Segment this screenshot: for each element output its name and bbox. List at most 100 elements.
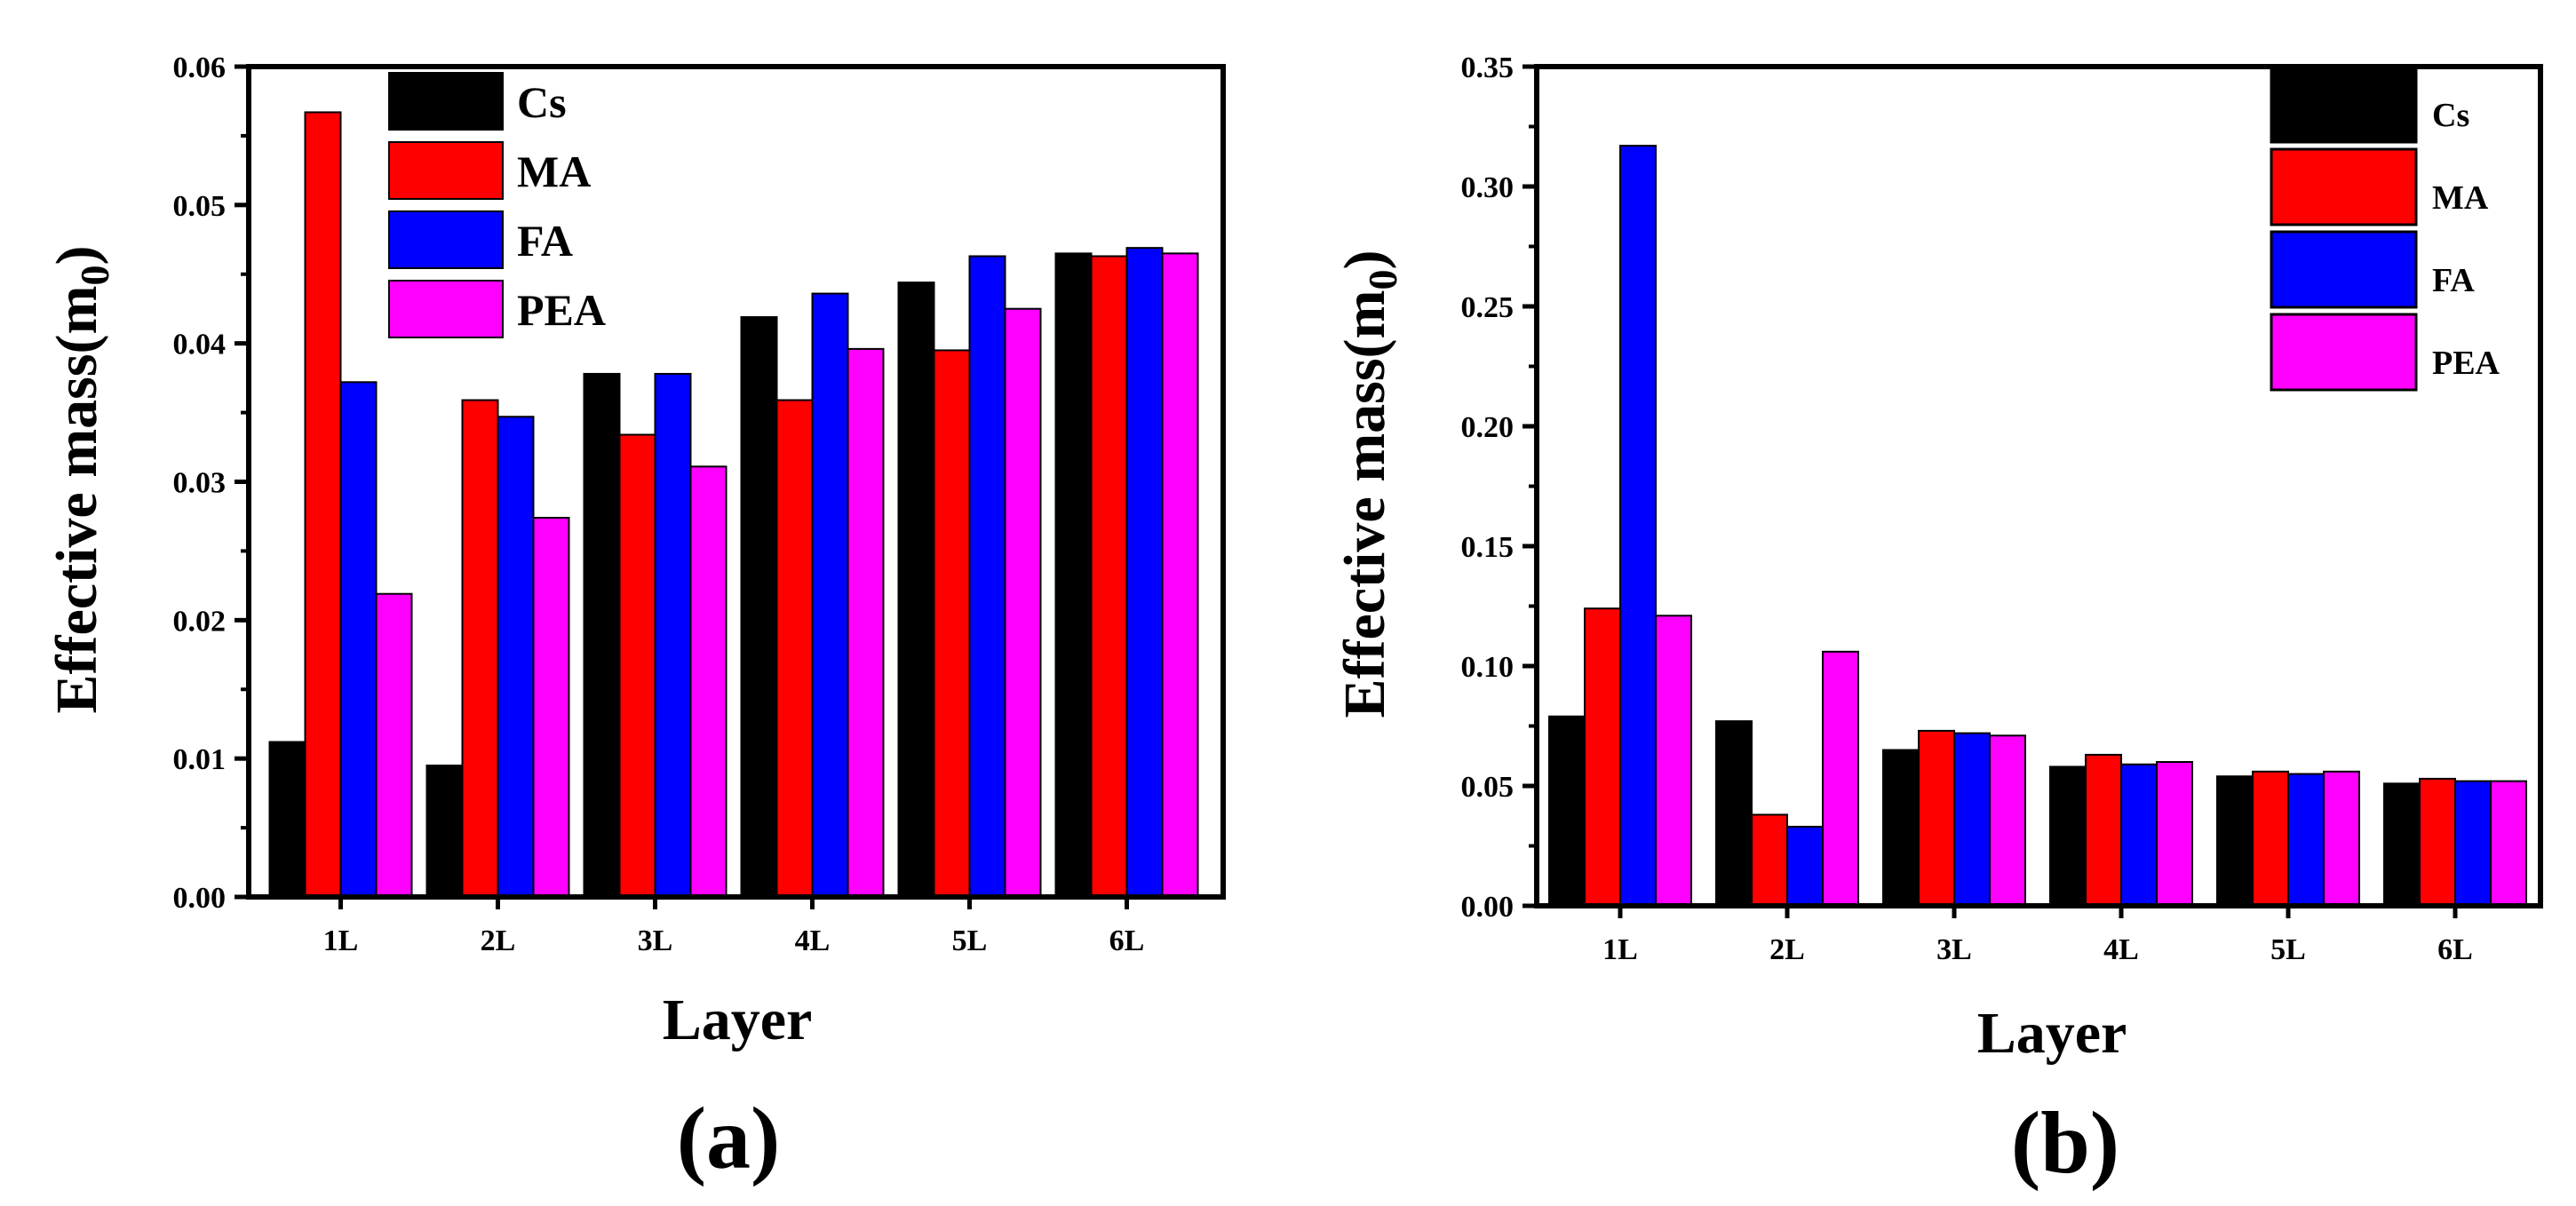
bar-b-ma-5l bbox=[2252, 770, 2289, 907]
panel-b-plot-frame bbox=[1534, 64, 2543, 908]
bar-a-ma-5l bbox=[933, 349, 971, 899]
x-tick-label-b-3l: 3L bbox=[1936, 933, 1972, 966]
bar-a-pea-6l bbox=[1161, 252, 1199, 898]
bar-b-pea-3l bbox=[1989, 734, 2026, 907]
legend-b-swatch-cs bbox=[2270, 65, 2418, 144]
legend-a-label-pea: PEA bbox=[517, 285, 606, 335]
legend-b-label-cs: Cs bbox=[2432, 97, 2469, 134]
bar-b-pea-2l bbox=[1822, 650, 1859, 907]
bar-b-ma-3l bbox=[1918, 729, 1955, 908]
bar-a-cs-2l bbox=[425, 764, 464, 898]
bar-a-cs-1l bbox=[268, 741, 306, 899]
bar-a-fa-2l bbox=[497, 416, 535, 898]
y-tick-label-b-3: 0.15 bbox=[1461, 531, 1515, 564]
panel-b-legend: Cs MA FA PEA bbox=[2270, 65, 2500, 392]
panel-b-y-axis-title: Effective mass(m0) bbox=[1332, 250, 1405, 718]
bar-b-ma-2l bbox=[1751, 813, 1788, 908]
legend-a-label-ma: MA bbox=[517, 147, 591, 196]
legend-b-swatch-ma bbox=[2270, 147, 2418, 226]
x-tick-label-a-3l: 3L bbox=[638, 924, 673, 957]
legend-b-label-fa: FA bbox=[2432, 262, 2475, 299]
x-tick-label-a-5l: 5L bbox=[952, 924, 988, 957]
y-tick-label-a-4: 0.04 bbox=[173, 329, 227, 361]
panel-a-x-axis-title: Layer bbox=[663, 988, 813, 1052]
bar-b-ma-6l bbox=[2419, 777, 2456, 908]
bar-a-pea-1l bbox=[375, 592, 413, 898]
bar-b-fa-4l bbox=[2120, 763, 2158, 908]
panel-b-y-ticks: 0.00 0.05 0.10 0.15 0.20 0.25 0.30 0.35 bbox=[1461, 52, 1537, 924]
bar-b-cs-6l bbox=[2383, 782, 2421, 907]
bar-b-cs-4l bbox=[2049, 766, 2087, 908]
bar-b-cs-1l bbox=[1548, 715, 1586, 908]
panel-a-plot-frame bbox=[246, 64, 1226, 900]
x-tick-label-b-2l: 2L bbox=[1769, 933, 1805, 966]
bar-a-pea-4l bbox=[847, 347, 885, 898]
y-tick-label-a-2: 0.02 bbox=[173, 605, 227, 638]
y-tick-label-a-3: 0.03 bbox=[173, 467, 227, 500]
bar-a-pea-2l bbox=[532, 517, 570, 898]
x-tick-label-b-1l: 1L bbox=[1602, 933, 1638, 966]
bar-a-cs-5l bbox=[897, 282, 935, 899]
bar-b-fa-2l bbox=[1786, 825, 1824, 908]
bar-a-cs-4l bbox=[740, 316, 778, 898]
x-tick-label-b-5l: 5L bbox=[2270, 933, 2306, 966]
y-tick-label-a-5: 0.05 bbox=[173, 190, 227, 223]
y-tick-label-a-0: 0.00 bbox=[173, 882, 227, 915]
x-tick-label-a-1l: 1L bbox=[323, 924, 359, 957]
bar-a-fa-1l bbox=[339, 381, 378, 898]
bar-b-cs-2l bbox=[1715, 720, 1753, 907]
bar-b-cs-3l bbox=[1882, 749, 1920, 907]
legend-a-swatch-ma bbox=[388, 141, 504, 200]
bar-b-pea-6l bbox=[2490, 780, 2527, 907]
bar-a-ma-1l bbox=[304, 111, 342, 899]
legend-b-swatch-pea bbox=[2270, 313, 2418, 392]
bar-a-ma-3l bbox=[618, 433, 656, 898]
y-tick-label-b-4: 0.20 bbox=[1461, 411, 1515, 444]
panel-b-x-axis-title: Layer bbox=[1977, 1001, 2127, 1066]
y-tick-label-a-6: 0.06 bbox=[173, 52, 227, 84]
y-tick-label-b-1: 0.05 bbox=[1461, 771, 1515, 804]
x-tick-label-b-6l: 6L bbox=[2437, 933, 2473, 966]
y-tick-label-a-1: 0.01 bbox=[173, 743, 227, 776]
bar-a-ma-2l bbox=[461, 399, 499, 898]
x-tick-label-b-4l: 4L bbox=[2103, 933, 2139, 966]
panel-a-legend: Cs MA FA PEA bbox=[388, 72, 606, 338]
bar-a-fa-6l bbox=[1125, 247, 1164, 898]
x-tick-label-a-6l: 6L bbox=[1109, 924, 1145, 957]
bar-b-fa-5l bbox=[2287, 773, 2325, 907]
panel-b-label: (b) bbox=[2011, 1093, 2119, 1192]
y-tick-label-b-6: 0.30 bbox=[1461, 171, 1515, 204]
panel-a-bars bbox=[268, 111, 1199, 899]
panel-a-x-ticks: 1L 2L 3L 4L 5L 6L bbox=[323, 897, 1145, 957]
panel-a-chart: 0.00 0.01 0.02 0.03 0.04 0.05 0.06 1L 2L 3L 4L 5L 6… bbox=[44, 52, 1226, 1187]
bar-b-fa-6l bbox=[2454, 780, 2492, 907]
y-tick-label-b-2: 0.10 bbox=[1461, 651, 1515, 684]
y-tick-label-b-0: 0.00 bbox=[1461, 891, 1515, 924]
bar-b-pea-4l bbox=[2156, 761, 2193, 907]
panel-b-bars bbox=[1548, 145, 2527, 908]
bar-a-ma-6l bbox=[1090, 255, 1128, 899]
legend-b-swatch-fa bbox=[2270, 230, 2418, 309]
bar-a-pea-5l bbox=[1004, 307, 1042, 899]
bar-a-cs-3l bbox=[583, 372, 621, 898]
bar-b-pea-5l bbox=[2323, 770, 2360, 907]
legend-b-label-ma: MA bbox=[2432, 179, 2489, 217]
legend-a-swatch-cs bbox=[388, 72, 504, 131]
legend-b-label-pea: PEA bbox=[2432, 345, 2500, 382]
legend-a-label-fa: FA bbox=[517, 216, 573, 266]
panel-a-y-ticks: 0.00 0.01 0.02 0.03 0.04 0.05 0.06 bbox=[173, 52, 249, 915]
x-tick-label-a-2l: 2L bbox=[481, 924, 516, 957]
legend-a-swatch-pea bbox=[388, 280, 504, 338]
x-tick-label-a-4l: 4L bbox=[795, 924, 831, 957]
bar-b-fa-1l bbox=[1619, 145, 1657, 908]
y-tick-label-b-5: 0.25 bbox=[1461, 291, 1515, 324]
panel-a-y-axis-title: Effective mass(m0) bbox=[44, 246, 117, 714]
panel-a-label: (a) bbox=[677, 1089, 781, 1187]
bar-b-fa-3l bbox=[1953, 732, 1991, 907]
bar-b-ma-1l bbox=[1584, 607, 1621, 907]
bar-a-cs-6l bbox=[1054, 252, 1093, 898]
bar-a-fa-5l bbox=[968, 255, 1006, 899]
panel-b-chart: 0.00 0.05 0.10 0.15 0.20 0.25 0.30 0.35 1L 2L 3L 4… bbox=[1332, 52, 2543, 1192]
bar-a-pea-3l bbox=[689, 465, 727, 898]
